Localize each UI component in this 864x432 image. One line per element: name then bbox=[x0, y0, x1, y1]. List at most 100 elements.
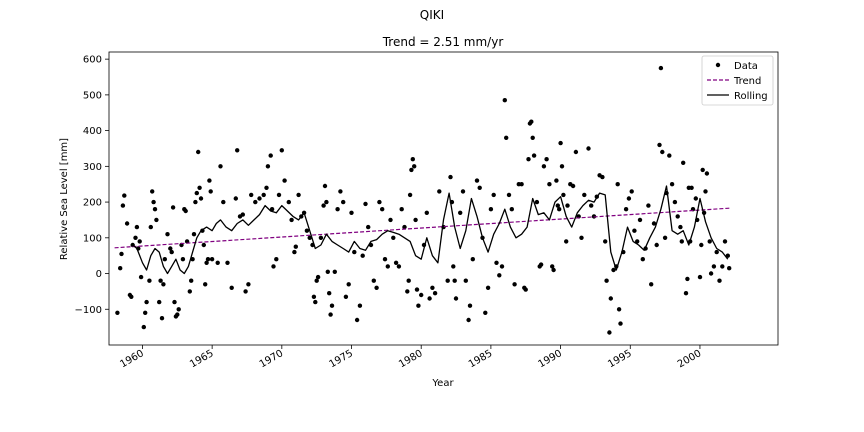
data-point bbox=[512, 282, 517, 287]
data-point bbox=[453, 296, 459, 301]
data-point bbox=[611, 267, 616, 273]
data-point bbox=[204, 260, 209, 265]
data-point bbox=[346, 282, 351, 287]
data-point bbox=[529, 119, 534, 124]
data-point bbox=[649, 282, 654, 287]
data-point bbox=[494, 260, 499, 265]
data-point bbox=[124, 221, 130, 226]
data-point bbox=[208, 189, 213, 194]
data-point bbox=[265, 164, 271, 169]
data-point bbox=[608, 296, 613, 301]
x-tick-label: 1960 bbox=[118, 348, 146, 370]
data-point bbox=[402, 224, 407, 230]
data-point bbox=[491, 192, 496, 198]
data-point bbox=[499, 264, 505, 269]
data-point bbox=[681, 160, 686, 165]
data-point bbox=[669, 182, 675, 187]
data-point bbox=[122, 193, 127, 198]
data-point bbox=[570, 183, 576, 189]
data-point bbox=[159, 316, 165, 321]
data-point bbox=[276, 192, 282, 198]
data-point bbox=[616, 307, 622, 312]
y-tick-label: 500 bbox=[83, 90, 102, 101]
data-point bbox=[377, 199, 382, 205]
data-point bbox=[138, 274, 144, 280]
data-point bbox=[573, 149, 579, 155]
data-point bbox=[626, 196, 632, 201]
data-point bbox=[474, 178, 480, 183]
data-point bbox=[233, 196, 238, 201]
data-point bbox=[615, 182, 620, 187]
data-point bbox=[169, 249, 174, 255]
data-point bbox=[172, 299, 177, 305]
data-point bbox=[506, 192, 512, 198]
data-point bbox=[564, 239, 569, 244]
data-point bbox=[603, 239, 608, 244]
x-axis-label: Year bbox=[431, 378, 454, 389]
data-point bbox=[165, 232, 170, 237]
data-point bbox=[466, 317, 471, 323]
data-point bbox=[672, 199, 678, 205]
data-point bbox=[264, 185, 269, 190]
data-point bbox=[189, 278, 194, 283]
data-point bbox=[307, 235, 312, 240]
data-point bbox=[168, 246, 173, 251]
data-point bbox=[632, 228, 637, 233]
data-point bbox=[683, 291, 689, 296]
data-point bbox=[637, 217, 643, 223]
data-point bbox=[430, 285, 435, 290]
data-point bbox=[338, 189, 343, 194]
data-point bbox=[352, 249, 357, 255]
data-point bbox=[150, 189, 155, 194]
data-point bbox=[531, 153, 537, 158]
data-point bbox=[600, 174, 605, 180]
data-point bbox=[675, 214, 680, 219]
data-point bbox=[151, 199, 156, 205]
x-tick-label: 1985 bbox=[467, 348, 495, 370]
data-point bbox=[271, 264, 276, 269]
data-point bbox=[354, 317, 360, 323]
data-point bbox=[313, 299, 318, 305]
data-point bbox=[565, 203, 570, 208]
x-tick-label: 1980 bbox=[397, 348, 425, 370]
data-point bbox=[175, 312, 180, 317]
data-point bbox=[554, 178, 559, 183]
data-point bbox=[324, 199, 329, 205]
data-point bbox=[685, 276, 690, 282]
data-point bbox=[693, 196, 698, 201]
data-point bbox=[321, 203, 326, 208]
data-point bbox=[141, 324, 146, 330]
data-point bbox=[374, 285, 379, 290]
data-point bbox=[651, 221, 657, 226]
data-point bbox=[413, 217, 418, 223]
data-point bbox=[629, 189, 634, 194]
data-point bbox=[360, 253, 365, 258]
data-point bbox=[497, 273, 502, 278]
data-point bbox=[119, 251, 124, 257]
data-point bbox=[727, 266, 732, 271]
data-point bbox=[409, 167, 414, 173]
legend-trend-label: Trend bbox=[733, 76, 761, 87]
data-point bbox=[203, 282, 208, 287]
data-point bbox=[176, 307, 181, 312]
data-point bbox=[406, 278, 411, 283]
data-point bbox=[483, 310, 488, 315]
data-point bbox=[700, 167, 705, 173]
data-point bbox=[325, 269, 330, 274]
data-point bbox=[225, 260, 230, 265]
data-point bbox=[198, 196, 204, 201]
data-point bbox=[646, 203, 651, 208]
data-point bbox=[448, 174, 453, 180]
x-tick-label: 1970 bbox=[258, 348, 286, 370]
data-point bbox=[144, 299, 149, 305]
data-point bbox=[161, 282, 166, 287]
data-point bbox=[366, 224, 371, 230]
legend-data-label: Data bbox=[734, 61, 758, 72]
data-point bbox=[363, 201, 368, 207]
data-point bbox=[427, 296, 432, 301]
data-point bbox=[143, 310, 148, 315]
data-point bbox=[704, 171, 710, 176]
data-point bbox=[311, 294, 317, 299]
data-series bbox=[115, 65, 732, 335]
data-point bbox=[183, 208, 188, 214]
